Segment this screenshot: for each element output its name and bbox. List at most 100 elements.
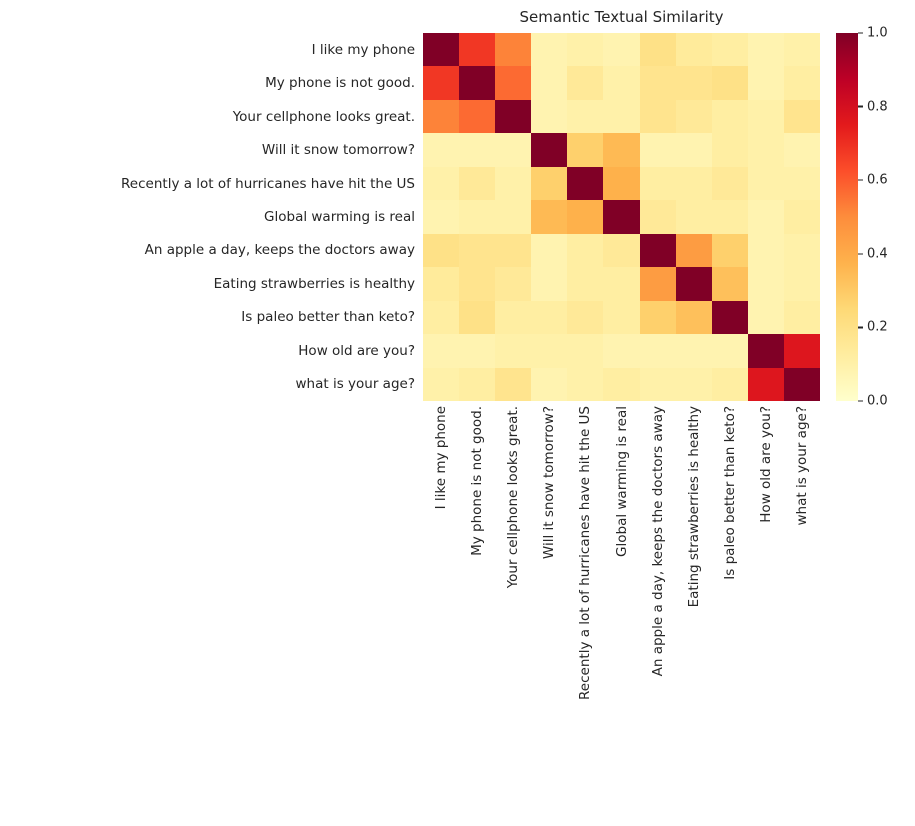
heatmap-cell xyxy=(567,367,604,401)
heatmap-cell xyxy=(783,66,820,100)
colorbar-tick: 0.8 xyxy=(858,99,888,114)
y-tick-label: My phone is not good. xyxy=(265,75,415,92)
x-tick-label: Recently a lot of hurricanes have hit th… xyxy=(567,406,603,816)
heatmap-cell xyxy=(531,200,568,234)
colorbar-tick: 0.4 xyxy=(858,246,888,261)
heatmap-cell xyxy=(603,166,640,201)
heatmap-cell xyxy=(675,334,712,368)
heatmap-cell xyxy=(531,300,568,335)
heatmap-cell xyxy=(531,267,568,301)
heatmap-cell xyxy=(675,233,712,268)
colorbar-tick-value: 0.4 xyxy=(867,246,888,262)
heatmap-cell xyxy=(675,33,712,67)
colorbar-tick: 1.0 xyxy=(858,26,888,41)
x-tick-label: Will it snow tomorrow? xyxy=(531,406,567,816)
colorbar-tick-mark xyxy=(858,105,863,108)
heatmap-cell xyxy=(495,33,532,67)
heatmap-cell xyxy=(423,99,460,134)
heatmap-cell xyxy=(567,233,604,268)
heatmap-cell xyxy=(567,166,604,201)
heatmap-cell xyxy=(783,200,820,234)
heatmap-cell xyxy=(711,267,748,301)
heatmap-cell xyxy=(459,166,496,201)
heatmap-cell xyxy=(747,233,784,268)
heatmap-cell xyxy=(783,233,820,268)
heatmap-cell xyxy=(711,200,748,234)
y-tick-label: Will it snow tomorrow? xyxy=(261,142,415,159)
heatmap-cell xyxy=(603,300,640,335)
heatmap-cell xyxy=(567,66,604,100)
heatmap-cell xyxy=(639,133,676,167)
colorbar-tick-value: 0.6 xyxy=(867,172,888,188)
heatmap-cell xyxy=(531,133,568,167)
heatmap-cell xyxy=(423,133,460,167)
heatmap-cell xyxy=(675,267,712,301)
heatmap-cell xyxy=(747,200,784,234)
heatmap-cell xyxy=(639,300,676,335)
heatmap-cell xyxy=(783,267,820,301)
y-tick-label: Your cellphone looks great. xyxy=(232,108,415,125)
heatmap-cell xyxy=(639,99,676,134)
colorbar xyxy=(836,33,858,401)
heatmap-cell xyxy=(603,133,640,167)
x-tick-label-text: what is your age? xyxy=(793,406,810,526)
y-tick-label: Recently a lot of hurricanes have hit th… xyxy=(121,175,415,192)
heatmap-cell xyxy=(783,99,820,134)
x-tick-label: Global warming is real xyxy=(603,406,639,816)
heatmap-cell xyxy=(675,133,712,167)
colorbar-tick-mark xyxy=(858,400,863,402)
heatmap-cell xyxy=(459,367,496,401)
heatmap-cell xyxy=(639,233,676,268)
heatmap-cell xyxy=(783,367,820,401)
x-tick-label: what is your age? xyxy=(784,406,820,816)
heatmap-cell xyxy=(603,367,640,401)
heatmap-cell xyxy=(459,133,496,167)
x-tick-label-text: An apple a day, keeps the doctors away xyxy=(649,406,666,677)
y-tick-label: Eating strawberries is healthy xyxy=(213,275,415,292)
heatmap-cell xyxy=(747,66,784,100)
colorbar-tick-labels: 1.0 0.8 0.6 0.4 0.2 0.0 xyxy=(858,26,913,409)
heatmap-cell xyxy=(495,66,532,100)
colorbar-tick-mark xyxy=(858,32,863,34)
heatmap-cell xyxy=(675,200,712,234)
x-tick-label-text: Recently a lot of hurricanes have hit th… xyxy=(577,406,594,700)
colorbar-tick: 0.2 xyxy=(858,320,888,335)
heatmap-cell xyxy=(747,367,784,401)
heatmap-cell xyxy=(639,66,676,100)
heatmap-cell xyxy=(423,334,460,368)
x-tick-label: I like my phone xyxy=(423,406,459,816)
colorbar-tick: 0.6 xyxy=(858,173,888,188)
heatmap-cell xyxy=(459,300,496,335)
x-tick-label-text: Global warming is real xyxy=(613,406,630,557)
heatmap-cell xyxy=(747,300,784,335)
x-tick-label-text: Eating strawberries is healthy xyxy=(685,406,702,608)
heatmap-cell xyxy=(567,33,604,67)
heatmap-cell xyxy=(603,334,640,368)
heatmap-cell xyxy=(639,367,676,401)
heatmap-cell xyxy=(531,334,568,368)
heatmap-cell xyxy=(459,233,496,268)
heatmap-cell xyxy=(423,166,460,201)
heatmap-cell xyxy=(783,300,820,335)
heatmap-cell xyxy=(711,99,748,134)
heatmap-cell xyxy=(711,300,748,335)
colorbar-tick-mark xyxy=(858,326,863,329)
heatmap-cell xyxy=(495,133,532,167)
colorbar-tick-value: 0.8 xyxy=(867,99,888,115)
heatmap-cell xyxy=(459,66,496,100)
heatmap-cell xyxy=(639,267,676,301)
colorbar-tick: 0.0 xyxy=(858,394,888,409)
heatmap-cell xyxy=(459,33,496,67)
y-tick-label: An apple a day, keeps the doctors away xyxy=(144,242,415,259)
heatmap-cell xyxy=(459,267,496,301)
heatmap-cell xyxy=(675,66,712,100)
heatmap-cell xyxy=(603,200,640,234)
heatmap-cell xyxy=(711,66,748,100)
y-tick-label: I like my phone xyxy=(311,41,415,58)
x-tick-label-text: Is paleo better than keto? xyxy=(721,406,738,580)
colorbar-tick-mark xyxy=(858,179,863,181)
heatmap-cell xyxy=(639,33,676,67)
heatmap-cell xyxy=(567,267,604,301)
heatmap-cell xyxy=(783,33,820,67)
